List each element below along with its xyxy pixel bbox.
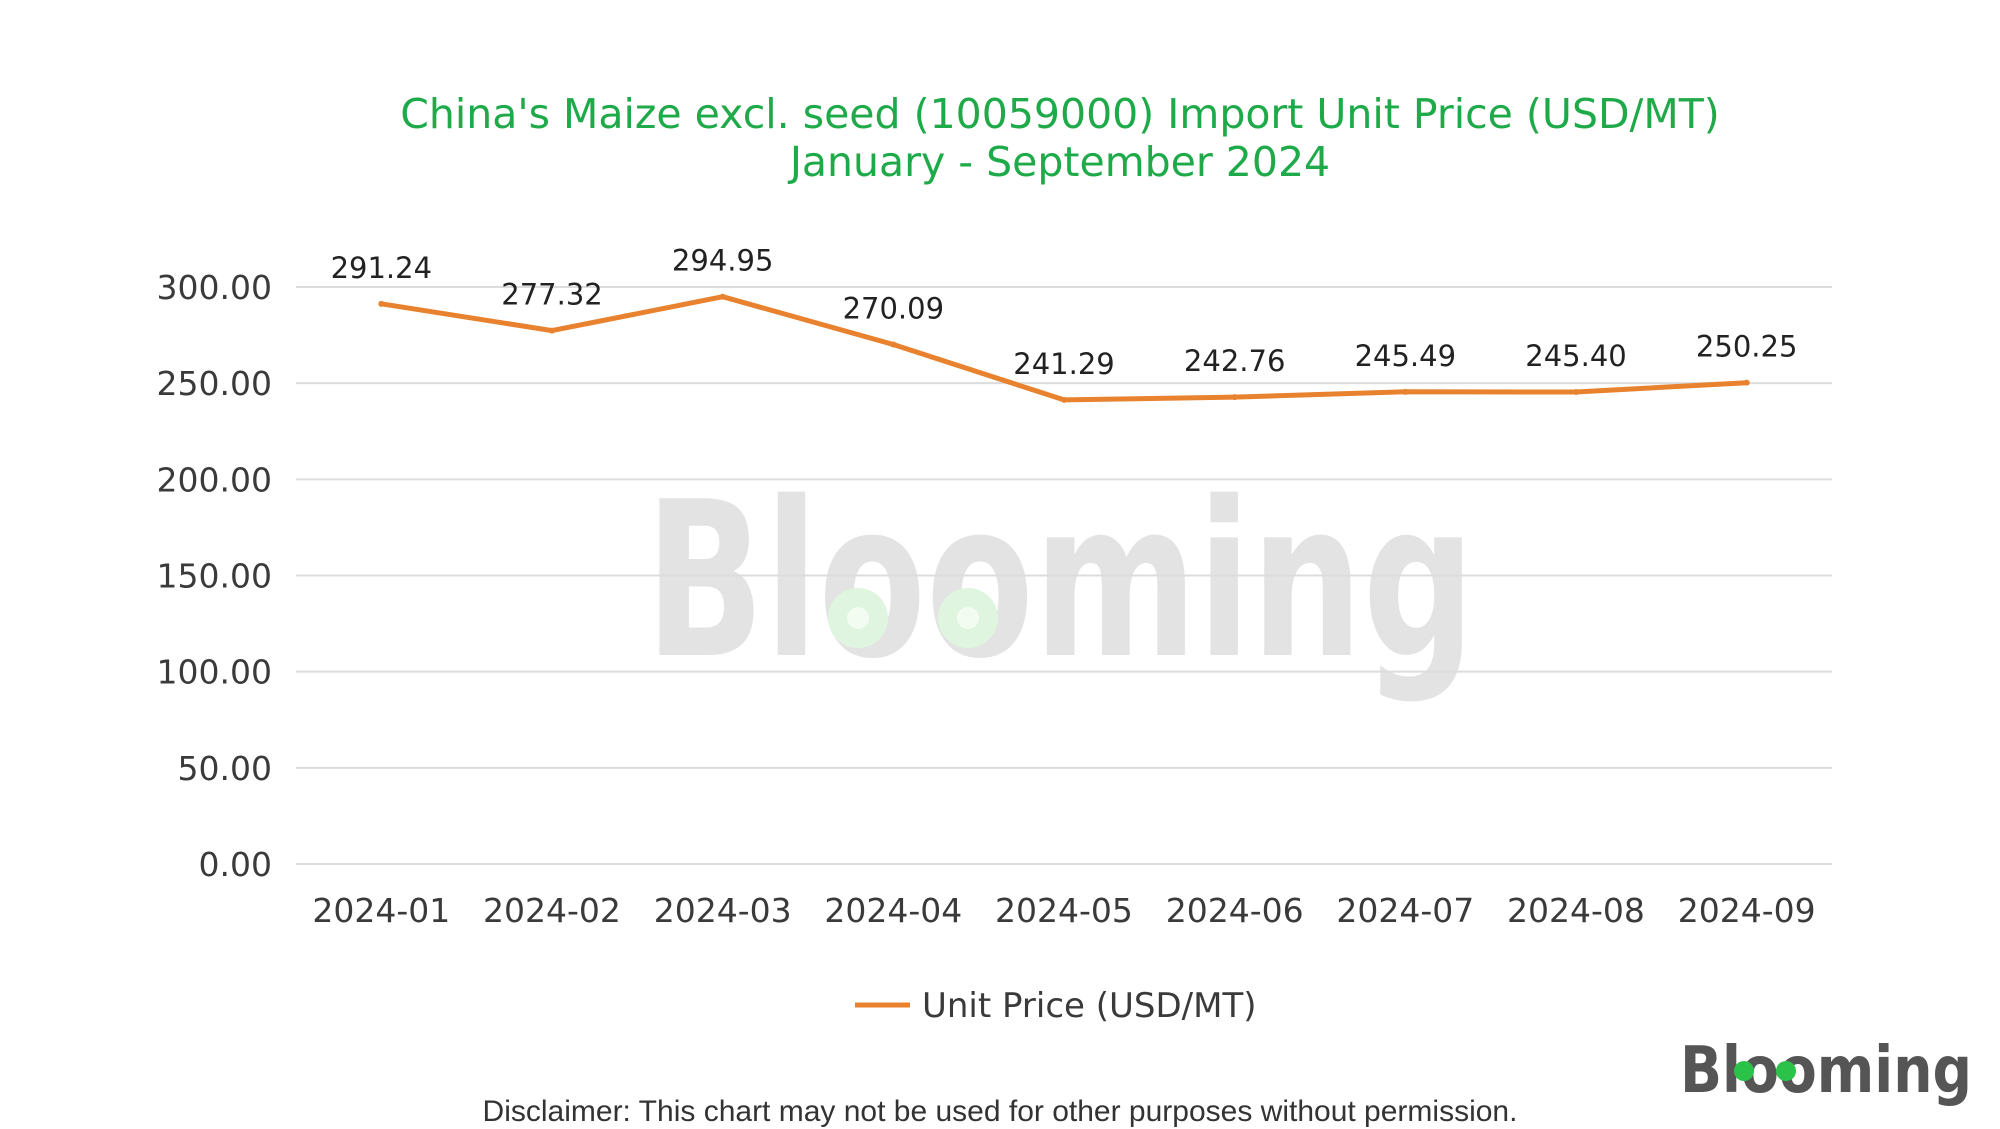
data-point [549,327,555,334]
watermark-text: Blooming [645,455,1475,706]
gridlines [296,286,1832,865]
data-label: 242.76 [1184,344,1285,378]
x-tick-label: 2024-08 [1507,891,1645,930]
logo-text: Blooming [1680,1034,1972,1108]
x-tick-label: 2024-09 [1678,891,1816,930]
data-label: 291.24 [331,251,432,285]
series-unit-price [378,293,1750,403]
data-label: 241.29 [1013,347,1114,381]
y-tick-label: 200.00 [157,460,272,499]
y-tick-label: 50.00 [178,749,272,788]
chart-title: China's Maize excl. seed (10059000) Impo… [400,90,1720,138]
blooming-logo: Blooming [1680,1034,1972,1108]
data-point [1573,389,1579,396]
y-tick-label: 300.00 [157,268,272,307]
y-tick-label: 250.00 [157,364,272,403]
watermark-eye-highlight [957,607,979,629]
data-point [1743,379,1750,386]
data-labels: 291.24 277.32 294.95 270.09 241.29 242.76 245.… [331,244,1798,381]
data-label: 245.49 [1355,339,1456,373]
y-tick-label: 0.00 [199,845,272,884]
data-label: 270.09 [843,292,944,326]
x-tick-label: 2024-06 [1166,891,1304,930]
disclaimer: Disclaimer: This chart may not be used f… [482,1095,1518,1128]
data-label: 245.40 [1525,339,1626,373]
x-tick-label: 2024-07 [1336,891,1474,930]
logo-eye-icon [1734,1061,1754,1081]
chart-subtitle: January - September 2024 [787,138,1330,186]
legend-label-unit-price: Unit Price (USD/MT) [922,986,1257,1026]
watermark: Blooming [645,455,1475,706]
data-point [1061,396,1067,403]
data-point [378,300,385,307]
data-point [890,341,897,348]
x-tick-label: 2024-04 [824,891,962,930]
x-axis-ticks: 2024-01 2024-02 2024-03 2024-04 2024-05 2024-… [312,891,1815,930]
data-label: 250.25 [1696,330,1797,364]
data-point [719,293,726,300]
watermark-eye-highlight [847,607,869,629]
x-tick-label: 2024-03 [654,891,792,930]
y-axis-ticks: 0.00 50.00 100.00 150.00 200.00 250.00 300.00 [157,268,272,884]
data-label: 277.32 [501,278,602,312]
logo-eye-icon [1776,1061,1796,1081]
data-label: 294.95 [672,244,773,278]
x-tick-label: 2024-05 [995,891,1133,930]
x-tick-label: 2024-01 [312,891,450,930]
data-point [1402,388,1409,395]
data-point [1231,394,1238,401]
x-tick-label: 2024-02 [483,891,621,930]
legend: Unit Price (USD/MT) [855,986,1257,1026]
y-tick-label: 100.00 [157,653,272,692]
y-tick-label: 150.00 [157,557,272,596]
